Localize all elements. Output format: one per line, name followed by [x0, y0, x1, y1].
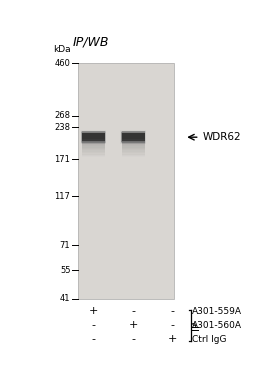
Bar: [80, 130, 106, 145]
Text: IP/WB: IP/WB: [73, 35, 110, 48]
Bar: [121, 132, 145, 142]
Bar: [81, 132, 105, 142]
Text: 238: 238: [55, 123, 70, 132]
Text: 117: 117: [55, 192, 70, 201]
Text: 268: 268: [55, 111, 70, 120]
Bar: [120, 130, 146, 144]
Bar: [122, 146, 145, 149]
Text: +: +: [168, 335, 177, 344]
Bar: [82, 133, 105, 141]
Bar: [120, 130, 146, 144]
Bar: [82, 154, 105, 157]
Bar: [120, 130, 146, 144]
Bar: [121, 131, 145, 143]
Bar: [82, 132, 105, 142]
Bar: [121, 131, 146, 143]
Bar: [82, 151, 105, 154]
Bar: [121, 132, 145, 142]
Bar: [122, 154, 145, 157]
Bar: [121, 132, 145, 143]
Bar: [122, 150, 145, 153]
Bar: [122, 131, 145, 143]
Text: A301-560A: A301-560A: [192, 321, 242, 330]
Text: -: -: [131, 306, 135, 316]
Bar: [121, 132, 145, 142]
Bar: [81, 131, 106, 143]
Text: -: -: [91, 335, 95, 344]
Bar: [81, 130, 106, 144]
Bar: [82, 145, 105, 148]
Bar: [82, 142, 105, 145]
Bar: [81, 132, 105, 142]
Bar: [122, 141, 145, 144]
Text: -: -: [171, 306, 175, 316]
Bar: [122, 139, 145, 142]
Text: +: +: [129, 321, 138, 330]
Bar: [120, 131, 146, 144]
Text: 55: 55: [60, 266, 70, 275]
Bar: [121, 132, 145, 142]
Text: WDR62: WDR62: [202, 132, 241, 142]
Bar: [121, 133, 145, 142]
Bar: [78, 63, 174, 299]
Bar: [121, 132, 145, 142]
Bar: [81, 131, 106, 144]
Bar: [81, 132, 106, 143]
Bar: [81, 130, 106, 144]
Text: A301-559A: A301-559A: [192, 307, 242, 316]
Text: -: -: [131, 335, 135, 344]
Bar: [122, 145, 145, 148]
Bar: [120, 130, 146, 145]
Bar: [121, 131, 146, 144]
Bar: [82, 148, 105, 151]
Bar: [82, 150, 105, 153]
Bar: [82, 146, 105, 149]
Text: 171: 171: [55, 155, 70, 164]
Text: 41: 41: [60, 294, 70, 303]
Bar: [81, 131, 106, 143]
Bar: [82, 131, 105, 143]
Bar: [82, 133, 105, 141]
Bar: [81, 131, 106, 144]
Text: kDa: kDa: [53, 45, 70, 54]
Text: 460: 460: [55, 59, 70, 68]
Bar: [81, 131, 106, 144]
Text: +: +: [89, 306, 98, 316]
Bar: [81, 131, 106, 144]
Bar: [122, 148, 145, 151]
Text: Ctrl IgG: Ctrl IgG: [192, 335, 227, 344]
Bar: [122, 142, 145, 145]
Bar: [80, 130, 106, 144]
Bar: [82, 141, 105, 144]
Bar: [81, 132, 105, 142]
Text: 71: 71: [60, 241, 70, 250]
Bar: [82, 144, 105, 147]
Bar: [121, 132, 145, 142]
Bar: [122, 153, 145, 156]
Bar: [121, 131, 146, 144]
Bar: [81, 132, 105, 142]
Bar: [81, 131, 106, 143]
Bar: [82, 149, 105, 152]
Bar: [122, 149, 145, 152]
Bar: [78, 63, 174, 299]
Bar: [122, 144, 145, 147]
Text: -: -: [171, 321, 175, 330]
Bar: [122, 133, 145, 141]
Bar: [82, 153, 105, 156]
Bar: [122, 151, 145, 154]
Bar: [121, 131, 146, 144]
Bar: [122, 133, 145, 141]
Text: IP: IP: [191, 321, 201, 330]
Bar: [82, 132, 105, 142]
Bar: [121, 131, 145, 143]
Text: -: -: [91, 321, 95, 330]
Bar: [82, 139, 105, 142]
Bar: [82, 133, 105, 142]
